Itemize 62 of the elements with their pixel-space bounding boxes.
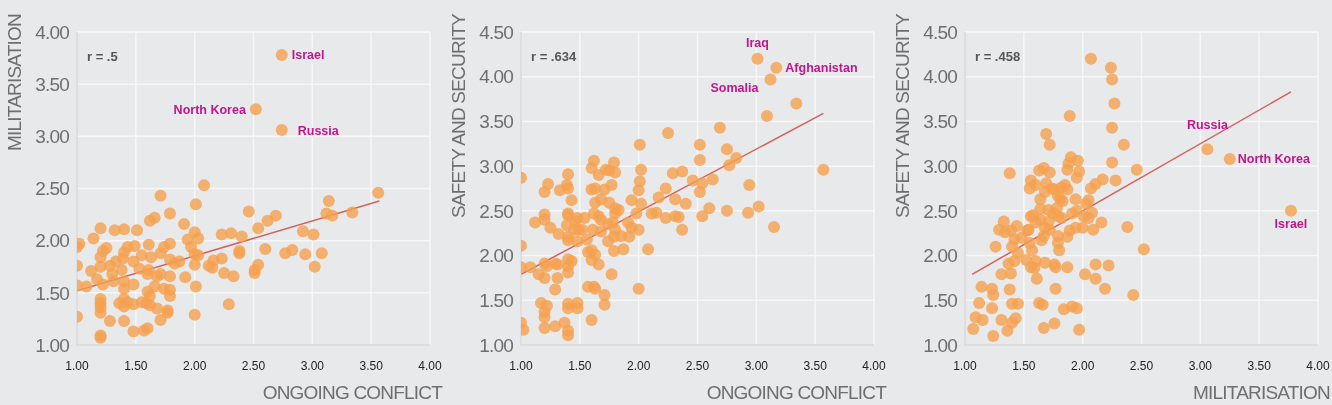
x-tick-label: 1.00 bbox=[953, 358, 977, 373]
x-tick-label: 2.00 bbox=[182, 358, 207, 373]
annotation: Israel bbox=[1274, 216, 1308, 231]
x-tick-label: 3.50 bbox=[359, 358, 384, 373]
x-tick-label: 3.50 bbox=[803, 358, 828, 373]
y-tick-label: 4.00 bbox=[479, 66, 514, 88]
x-tick-label: 1.50 bbox=[1012, 358, 1036, 373]
x-tick-label: 2.00 bbox=[1070, 358, 1095, 373]
x-tick-label: 4.00 bbox=[1306, 358, 1330, 373]
y-tick-label: 3.50 bbox=[923, 111, 958, 133]
annotation: North Korea bbox=[173, 102, 247, 117]
x-tick-label: 1.00 bbox=[65, 358, 89, 373]
y-axis-title: MILITARISATION bbox=[4, 14, 26, 151]
y-tick-label: 2.50 bbox=[923, 200, 958, 222]
y-axis-title: SAFETY AND SECURITY bbox=[448, 14, 470, 219]
x-tick-label: 4.00 bbox=[862, 358, 886, 373]
y-tick-label: 4.50 bbox=[479, 21, 514, 43]
y-axis-title: SAFETY AND SECURITY bbox=[892, 14, 914, 219]
y-tick-label: 4.00 bbox=[923, 66, 958, 88]
annotation: North Korea bbox=[1237, 152, 1312, 167]
y-tick-label: 1.50 bbox=[923, 290, 958, 312]
x-tick-label: 1.50 bbox=[124, 358, 148, 373]
x-tick-label: 4.00 bbox=[418, 358, 442, 373]
x-tick-label: 3.00 bbox=[744, 358, 769, 373]
annotation: Russia bbox=[297, 123, 340, 138]
y-tick-label: 3.00 bbox=[479, 155, 514, 177]
x-tick-label: 1.00 bbox=[509, 358, 533, 373]
x-tick-label: 1.50 bbox=[568, 358, 592, 373]
x-tick-label: 3.00 bbox=[1188, 358, 1213, 373]
x-tick-label: 3.00 bbox=[300, 358, 325, 373]
annotation: r = .634 bbox=[531, 49, 577, 64]
x-tick-label: 2.50 bbox=[241, 358, 266, 373]
x-tick-label: 2.50 bbox=[1129, 358, 1154, 373]
y-tick-label: 1.50 bbox=[35, 282, 70, 304]
x-axis-title: MILITARISATION bbox=[1193, 382, 1330, 404]
y-tick-label: 4.50 bbox=[923, 21, 958, 43]
annotation: r = .458 bbox=[975, 49, 1021, 64]
annotation: Somalia bbox=[710, 80, 760, 95]
y-tick-label: 4.00 bbox=[35, 21, 70, 43]
x-tick-label: 3.50 bbox=[1247, 358, 1272, 373]
y-tick-label: 1.00 bbox=[35, 334, 70, 356]
y-tick-label: 1.00 bbox=[923, 334, 958, 356]
y-tick-label: 3.00 bbox=[923, 155, 958, 177]
annotation: Israel bbox=[291, 48, 325, 63]
y-tick-label: 3.50 bbox=[479, 111, 514, 133]
y-tick-label: 3.50 bbox=[35, 73, 70, 95]
y-tick-label: 2.00 bbox=[923, 245, 958, 267]
y-tick-label: 1.00 bbox=[479, 334, 514, 356]
annotation: Afghanistan bbox=[785, 61, 858, 76]
x-tick-label: 2.50 bbox=[685, 358, 710, 373]
y-tick-label: 3.00 bbox=[35, 126, 70, 148]
y-tick-label: 2.00 bbox=[35, 230, 70, 252]
annotation: Iraq bbox=[746, 35, 769, 50]
y-tick-label: 1.50 bbox=[479, 290, 514, 312]
annotation: r = .5 bbox=[87, 49, 118, 64]
x-axis-title: ONGOING CONFLICT bbox=[706, 382, 886, 404]
x-tick-label: 2.00 bbox=[626, 358, 651, 373]
x-axis-title: ONGOING CONFLICT bbox=[262, 382, 442, 404]
y-tick-label: 2.50 bbox=[35, 178, 70, 200]
annotation: Russia bbox=[1186, 118, 1229, 133]
y-tick-label: 2.50 bbox=[479, 200, 514, 222]
y-tick-label: 2.00 bbox=[479, 245, 514, 267]
